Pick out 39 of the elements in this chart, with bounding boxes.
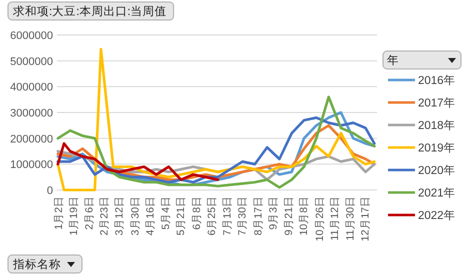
- x-tick-label: 3月30日: [129, 196, 142, 236]
- legend-label: 2022年: [418, 209, 456, 222]
- x-tick-label: 3月12日: [114, 196, 126, 236]
- x-tick-label: 7月13日: [222, 196, 234, 236]
- legend-label: 2021年: [418, 186, 456, 200]
- x-tick-label: 5月21日: [175, 196, 188, 236]
- x-tick-label: 4月16日: [144, 196, 156, 236]
- y-tick-label: 1000000: [10, 159, 53, 172]
- x-tick-label: 8月17日: [252, 196, 264, 236]
- chart-title: 求和项:大豆:本周出口:当周值: [13, 5, 167, 18]
- x-tick-label: 12月17日: [360, 196, 372, 242]
- x-tick-label: 2月6日: [84, 196, 96, 230]
- legend-label: 2020年: [418, 164, 456, 177]
- y-tick-label: 0: [46, 185, 53, 197]
- x-tick-label: 11月30日: [344, 196, 357, 241]
- legend-label: 2018年: [418, 119, 456, 132]
- x-tick-label: 11月12日: [328, 196, 341, 241]
- legend-label: 2017年: [418, 96, 456, 110]
- x-tick-label: 7月30日: [236, 196, 249, 236]
- legend-label: 2016年: [418, 74, 456, 87]
- x-tick-label: 9月3日: [267, 196, 280, 230]
- x-tick-label: 10月26日: [314, 196, 326, 242]
- x-tick-label: 10月8日: [298, 196, 310, 236]
- annotation: 指标名称: [8, 254, 82, 274]
- y-tick-label: 5000000: [10, 56, 53, 68]
- legend-label: 2019年: [418, 142, 456, 154]
- legend-title: 年: [387, 54, 399, 67]
- x-tick-label: 2月23日: [98, 196, 111, 236]
- y-tick-label: 3000000: [10, 108, 53, 120]
- x-tick-label: 1月19日: [68, 196, 80, 236]
- x-tick-label: 6月25日: [206, 196, 218, 236]
- y-tick-label: 4000000: [10, 82, 53, 94]
- x-tick-label: 6月8日: [190, 196, 203, 230]
- x-tick-label: 9月21日: [283, 196, 296, 236]
- title-button: 求和项:大豆:本周出口:当周值: [8, 2, 174, 20]
- x-tick-label: 5月4日: [160, 196, 172, 230]
- y-tick-label: 6000000: [10, 30, 53, 42]
- y-tick-label: 2000000: [10, 133, 53, 146]
- x-tick-label: 1月2日: [52, 196, 65, 230]
